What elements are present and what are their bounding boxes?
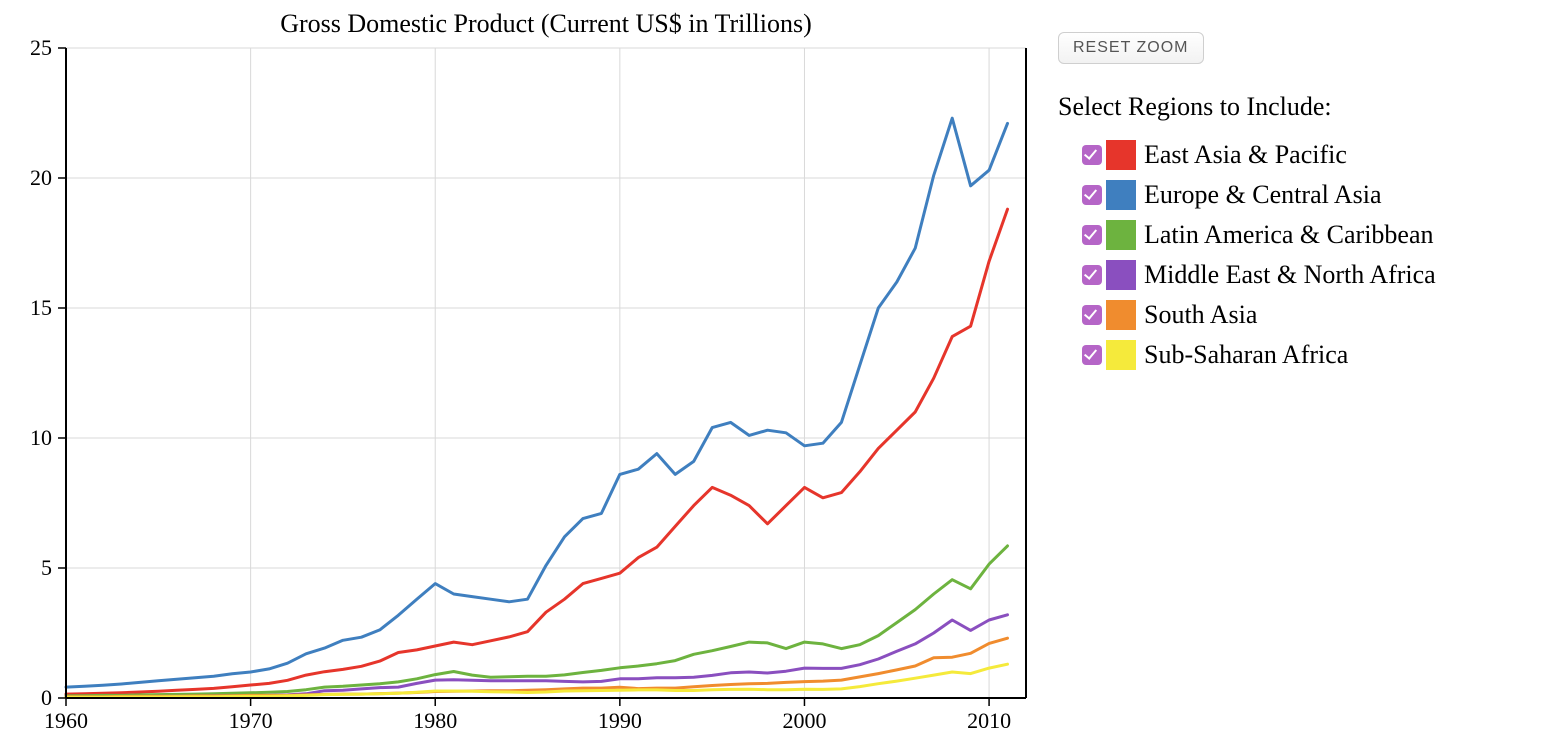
side-panel: RESET ZOOM Select Regions to Include: Ea… <box>1034 8 1436 736</box>
x-tick-label: 1970 <box>229 708 273 733</box>
legend-item-latin_america[interactable]: Latin America & Caribbean <box>1082 220 1436 250</box>
legend-label-latin_america: Latin America & Caribbean <box>1144 220 1434 250</box>
reset-zoom-button[interactable]: RESET ZOOM <box>1058 32 1204 64</box>
legend-checkbox-mena[interactable] <box>1082 265 1102 285</box>
y-tick-label: 20 <box>30 165 52 190</box>
legend-label-ssa: Sub-Saharan Africa <box>1144 340 1348 370</box>
page-root: Gross Domestic Product (Current US$ in T… <box>0 0 1556 750</box>
legend-swatch-europe_central_asia <box>1106 180 1136 210</box>
legend-label-mena: Middle East & North Africa <box>1144 260 1436 290</box>
y-tick-label: 0 <box>41 685 52 710</box>
y-tick-label: 5 <box>41 555 52 580</box>
legend-item-europe_central_asia[interactable]: Europe & Central Asia <box>1082 180 1436 210</box>
legend-title: Select Regions to Include: <box>1058 92 1436 122</box>
y-tick-label: 25 <box>30 35 52 60</box>
legend-label-east_asia: East Asia & Pacific <box>1144 140 1347 170</box>
legend-item-mena[interactable]: Middle East & North Africa <box>1082 260 1436 290</box>
legend-item-south_asia[interactable]: South Asia <box>1082 300 1436 330</box>
legend-swatch-latin_america <box>1106 220 1136 250</box>
legend-checkbox-ssa[interactable] <box>1082 345 1102 365</box>
gdp-line-chart[interactable]: Gross Domestic Product (Current US$ in T… <box>14 8 1034 738</box>
x-tick-label: 1960 <box>44 708 88 733</box>
chart-column: Gross Domestic Product (Current US$ in T… <box>14 8 1034 736</box>
legend-checkbox-south_asia[interactable] <box>1082 305 1102 325</box>
chart-title: Gross Domestic Product (Current US$ in T… <box>280 9 812 38</box>
legend-item-east_asia[interactable]: East Asia & Pacific <box>1082 140 1436 170</box>
legend-swatch-south_asia <box>1106 300 1136 330</box>
x-tick-label: 2000 <box>782 708 826 733</box>
legend-checkbox-east_asia[interactable] <box>1082 145 1102 165</box>
x-tick-label: 2010 <box>967 708 1011 733</box>
series-line-east_asia <box>66 209 1008 694</box>
legend-label-europe_central_asia: Europe & Central Asia <box>1144 180 1382 210</box>
legend-swatch-ssa <box>1106 340 1136 370</box>
y-tick-label: 10 <box>30 425 52 450</box>
legend-checkbox-latin_america[interactable] <box>1082 225 1102 245</box>
legend-label-south_asia: South Asia <box>1144 300 1257 330</box>
x-tick-label: 1990 <box>598 708 642 733</box>
series-line-europe_central_asia <box>66 118 1008 687</box>
legend-checkbox-europe_central_asia[interactable] <box>1082 185 1102 205</box>
legend-swatch-mena <box>1106 260 1136 290</box>
x-tick-label: 1980 <box>413 708 457 733</box>
legend-swatch-east_asia <box>1106 140 1136 170</box>
legend-list: East Asia & Pacific Europe & Central Asia… <box>1058 140 1436 370</box>
legend-item-ssa[interactable]: Sub-Saharan Africa <box>1082 340 1436 370</box>
y-tick-label: 15 <box>30 295 52 320</box>
